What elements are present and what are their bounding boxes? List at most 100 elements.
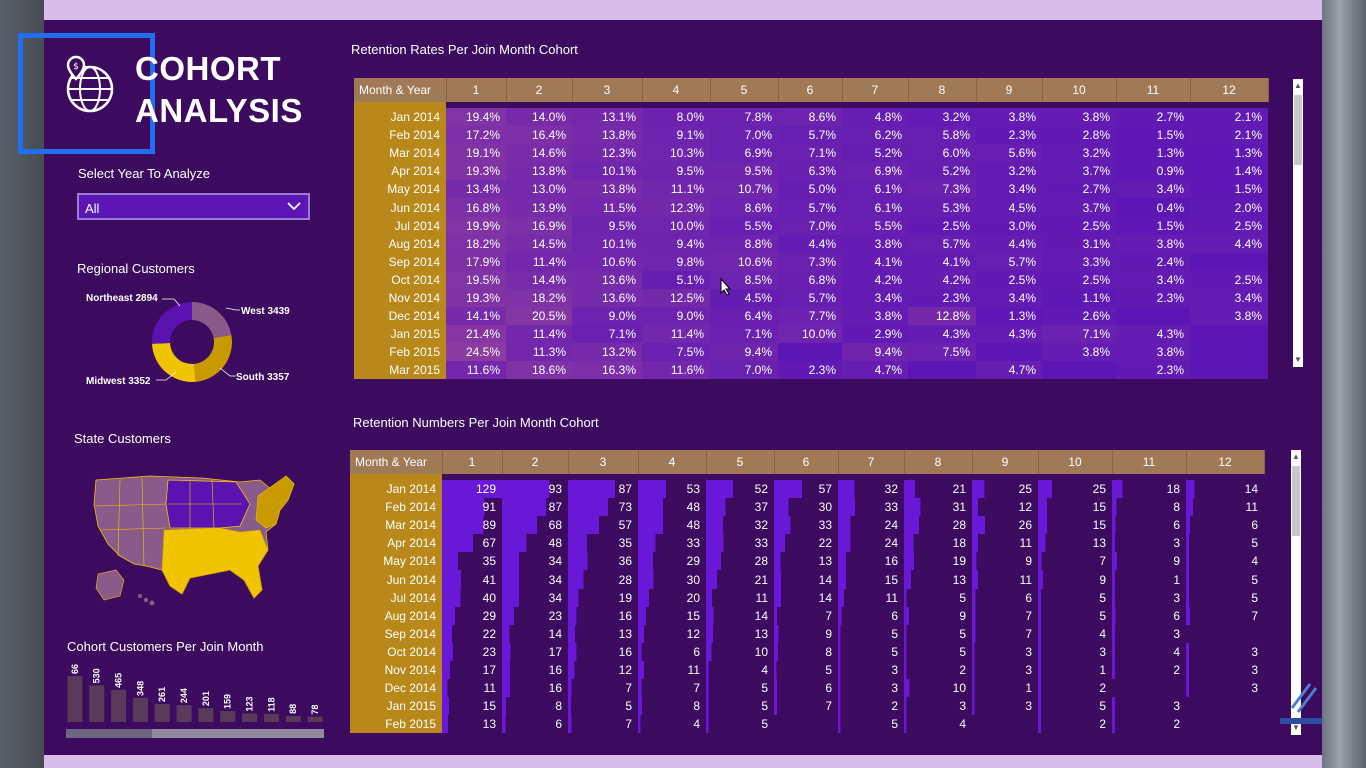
matrix-cell[interactable]: 3.8% [1116, 343, 1190, 362]
matrix-cell[interactable]: 40 [442, 588, 502, 607]
matrix-header-col[interactable]: 7 [842, 78, 909, 102]
matrix-header-col[interactable]: 4 [642, 78, 711, 102]
matrix-cell[interactable]: 93 [502, 480, 568, 499]
matrix-cell[interactable]: 31 [904, 498, 972, 517]
matrix-cell[interactable]: 9 [972, 552, 1038, 571]
matrix-cell[interactable]: 5 [1186, 570, 1264, 589]
matrix-cell[interactable]: 16.9% [506, 216, 572, 235]
cohort-bar[interactable] [176, 705, 192, 722]
table-row[interactable]: Nov 2014 19.3% 18.2% 13.6% 12.5% 4.5% 5.7% 3.4%… [354, 288, 1268, 308]
cohort-bar[interactable] [263, 713, 279, 722]
matrix-cell[interactable] [1112, 679, 1186, 697]
matrix-cell[interactable]: 3.8% [842, 307, 908, 326]
table-row[interactable]: Jan 2014 129 93 87 53 52 57 32 21 25 25 18 14 [350, 480, 1264, 499]
table-row[interactable]: Oct 2014 23 17 16 6 10 8 5 5 3 3 4 3 [350, 642, 1264, 661]
table-row[interactable]: Jan 2015 21.4% 11.4% 7.1% 11.4% 7.1% 10.0% 2.9%… [354, 325, 1268, 344]
matrix-cell[interactable]: 16 [568, 606, 638, 625]
matrix-header-col[interactable]: 8 [908, 78, 977, 102]
matrix-header-col[interactable]: 11 [1112, 450, 1187, 474]
matrix-cell[interactable]: 11.6% [446, 361, 506, 380]
matrix-cell[interactable]: 3.4% [976, 180, 1042, 199]
matrix-cell[interactable]: 5 [706, 715, 774, 734]
us-state-map[interactable] [90, 470, 300, 610]
numbers-scrollbar[interactable]: ▲ ▼ [1291, 450, 1301, 735]
matrix-cell[interactable]: 3.8% [1116, 234, 1190, 253]
matrix-cell[interactable]: 10.1% [572, 234, 642, 253]
table-row[interactable]: Jun 2014 16.8% 13.9% 11.5% 12.3% 8.6% 5.7% 6.1%… [354, 198, 1268, 217]
matrix-cell[interactable]: 3.3% [1042, 252, 1116, 271]
matrix-cell[interactable]: 33 [774, 516, 838, 535]
matrix-cell[interactable]: 19.3% [446, 162, 506, 181]
matrix-cell[interactable]: 29 [442, 606, 502, 625]
matrix-cell[interactable]: 3 [904, 697, 972, 716]
matrix-cell[interactable]: 4 [1112, 642, 1186, 661]
matrix-cell[interactable]: 22 [774, 534, 838, 553]
matrix-cell[interactable]: 9.4% [710, 343, 778, 362]
matrix-cell[interactable]: 5 [1186, 534, 1264, 553]
matrix-cell[interactable]: 7 [774, 606, 838, 625]
matrix-header-col[interactable]: 5 [710, 78, 779, 102]
matrix-cell[interactable]: 18.2% [506, 288, 572, 308]
matrix-cell[interactable]: 6.3% [778, 162, 842, 181]
cohort-bar[interactable] [154, 703, 170, 722]
matrix-header-col[interactable]: 12 [1186, 450, 1265, 474]
matrix-cell[interactable]: 73 [568, 498, 638, 517]
table-row[interactable]: Sep 2014 22 14 13 12 13 9 5 5 7 4 3 [350, 624, 1264, 643]
cohort-bar[interactable] [242, 713, 258, 722]
matrix-cell[interactable]: 2 [904, 660, 972, 680]
matrix-cell[interactable]: 10.6% [572, 252, 642, 271]
table-row[interactable]: Sep 2014 17.9% 11.4% 10.6% 9.8% 10.6% 7.3% 4.1%… [354, 252, 1268, 271]
matrix-cell[interactable]: 53 [638, 480, 706, 499]
matrix-header-col[interactable]: 11 [1116, 78, 1191, 102]
matrix-cell[interactable]: 18.2% [446, 234, 506, 253]
matrix-cell[interactable]: 3.4% [842, 288, 908, 308]
retention-rates-matrix[interactable]: Month & Year 1 2 3 4 5 6 7 8 9 10 11 12 Jan 2014 19.4%… [354, 78, 1269, 380]
matrix-cell[interactable]: 4.3% [908, 325, 976, 344]
matrix-cell[interactable]: 11.3% [506, 343, 572, 362]
matrix-cell[interactable]: 6 [1112, 606, 1186, 625]
matrix-cell[interactable]: 6.9% [710, 144, 778, 163]
matrix-cell[interactable]: 3.2% [1042, 144, 1116, 163]
matrix-cell[interactable]: 3 [1112, 534, 1186, 553]
table-row[interactable]: Mar 2014 19.1% 14.6% 12.3% 10.3% 6.9% 7.1% 5.2%… [354, 144, 1268, 163]
matrix-cell[interactable]: 6 [502, 715, 568, 734]
matrix-cell[interactable]: 8.0% [642, 108, 710, 127]
matrix-cell[interactable]: 6.8% [778, 270, 842, 289]
matrix-header-month-year[interactable]: Month & Year [350, 450, 443, 474]
matrix-cell[interactable]: 5.1% [642, 270, 710, 289]
matrix-cell[interactable]: 3.0% [976, 216, 1042, 235]
matrix-cell[interactable]: 7.7% [778, 307, 842, 326]
matrix-header-col[interactable]: 9 [976, 78, 1043, 102]
matrix-cell[interactable]: 48 [502, 534, 568, 553]
matrix-cell[interactable]: 12.3% [572, 144, 642, 163]
matrix-cell[interactable]: 5.7% [976, 252, 1042, 271]
matrix-header-col[interactable]: 2 [506, 78, 573, 102]
matrix-cell[interactable]: 7.1% [1042, 325, 1116, 344]
matrix-cell[interactable]: 14 [706, 606, 774, 625]
matrix-cell[interactable]: 3 [838, 679, 904, 698]
matrix-cell[interactable]: 8.5% [710, 270, 778, 289]
matrix-cell[interactable]: 68 [502, 516, 568, 535]
matrix-header-col[interactable]: 12 [1190, 78, 1269, 102]
matrix-cell[interactable]: 4.1% [842, 252, 908, 271]
matrix-cell[interactable]: 3.7% [1042, 162, 1116, 181]
matrix-cell[interactable]: 12.3% [642, 198, 710, 217]
matrix-cell[interactable]: 13 [442, 715, 502, 734]
matrix-cell[interactable]: 10 [706, 642, 774, 661]
matrix-cell[interactable]: 41 [442, 570, 502, 589]
matrix-cell[interactable]: 5 [774, 660, 838, 680]
matrix-cell[interactable]: 3.2% [976, 162, 1042, 181]
matrix-cell[interactable]: 12.5% [642, 288, 710, 308]
matrix-cell[interactable]: 14.5% [506, 234, 572, 253]
matrix-cell[interactable]: 10.0% [778, 325, 842, 344]
matrix-cell[interactable]: 7 [568, 679, 638, 698]
matrix-cell[interactable]: 25 [972, 480, 1038, 499]
matrix-cell[interactable]: 14.4% [506, 270, 572, 289]
matrix-cell[interactable]: 3 [1112, 697, 1186, 716]
matrix-cell[interactable]: 18 [1112, 480, 1186, 499]
matrix-cell[interactable]: 6.0% [908, 144, 976, 163]
matrix-cell[interactable]: 11.6% [642, 361, 710, 380]
matrix-cell[interactable]: 4.3% [976, 325, 1042, 344]
matrix-cell[interactable]: 6 [1186, 516, 1264, 535]
cohort-bar-scroll-thumb[interactable] [66, 729, 152, 738]
